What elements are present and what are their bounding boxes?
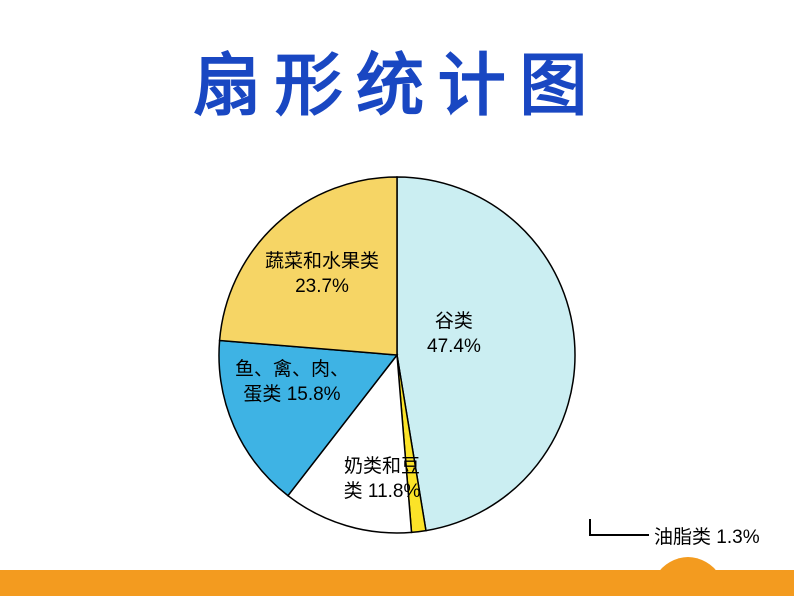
label-text: 谷类	[427, 310, 481, 335]
slice-label-veg: 蔬菜和水果类 23.7%	[252, 250, 392, 299]
label-pct: 15.8%	[287, 384, 341, 405]
callout-line-v	[589, 519, 591, 535]
callout-line-h	[589, 534, 649, 536]
label-text: 油脂类	[654, 527, 711, 548]
label-pct: 11.8%	[368, 481, 420, 502]
footer-bar	[0, 570, 794, 596]
pie-chart: 谷类 47.4% 奶类和豆 类 11.8% 鱼、禽、肉、 蛋类 15.8% 蔬菜…	[217, 175, 577, 535]
label-pct: 23.7%	[252, 275, 392, 300]
slice-label-oil: 油脂类 1.3%	[654, 522, 760, 549]
slice-label-dairy: 奶类和豆 类 11.8%	[322, 455, 442, 504]
label-pct: 1.3%	[716, 527, 759, 548]
page-title: 扇形统计图	[0, 0, 794, 129]
label-text: 蔬菜和水果类	[252, 250, 392, 275]
label-pct: 47.4%	[427, 335, 481, 360]
footer-bump-icon	[652, 548, 724, 596]
slice-label-grains: 谷类 47.4%	[427, 310, 481, 359]
slice-label-meat: 鱼、禽、肉、 蛋类 15.8%	[222, 358, 362, 407]
